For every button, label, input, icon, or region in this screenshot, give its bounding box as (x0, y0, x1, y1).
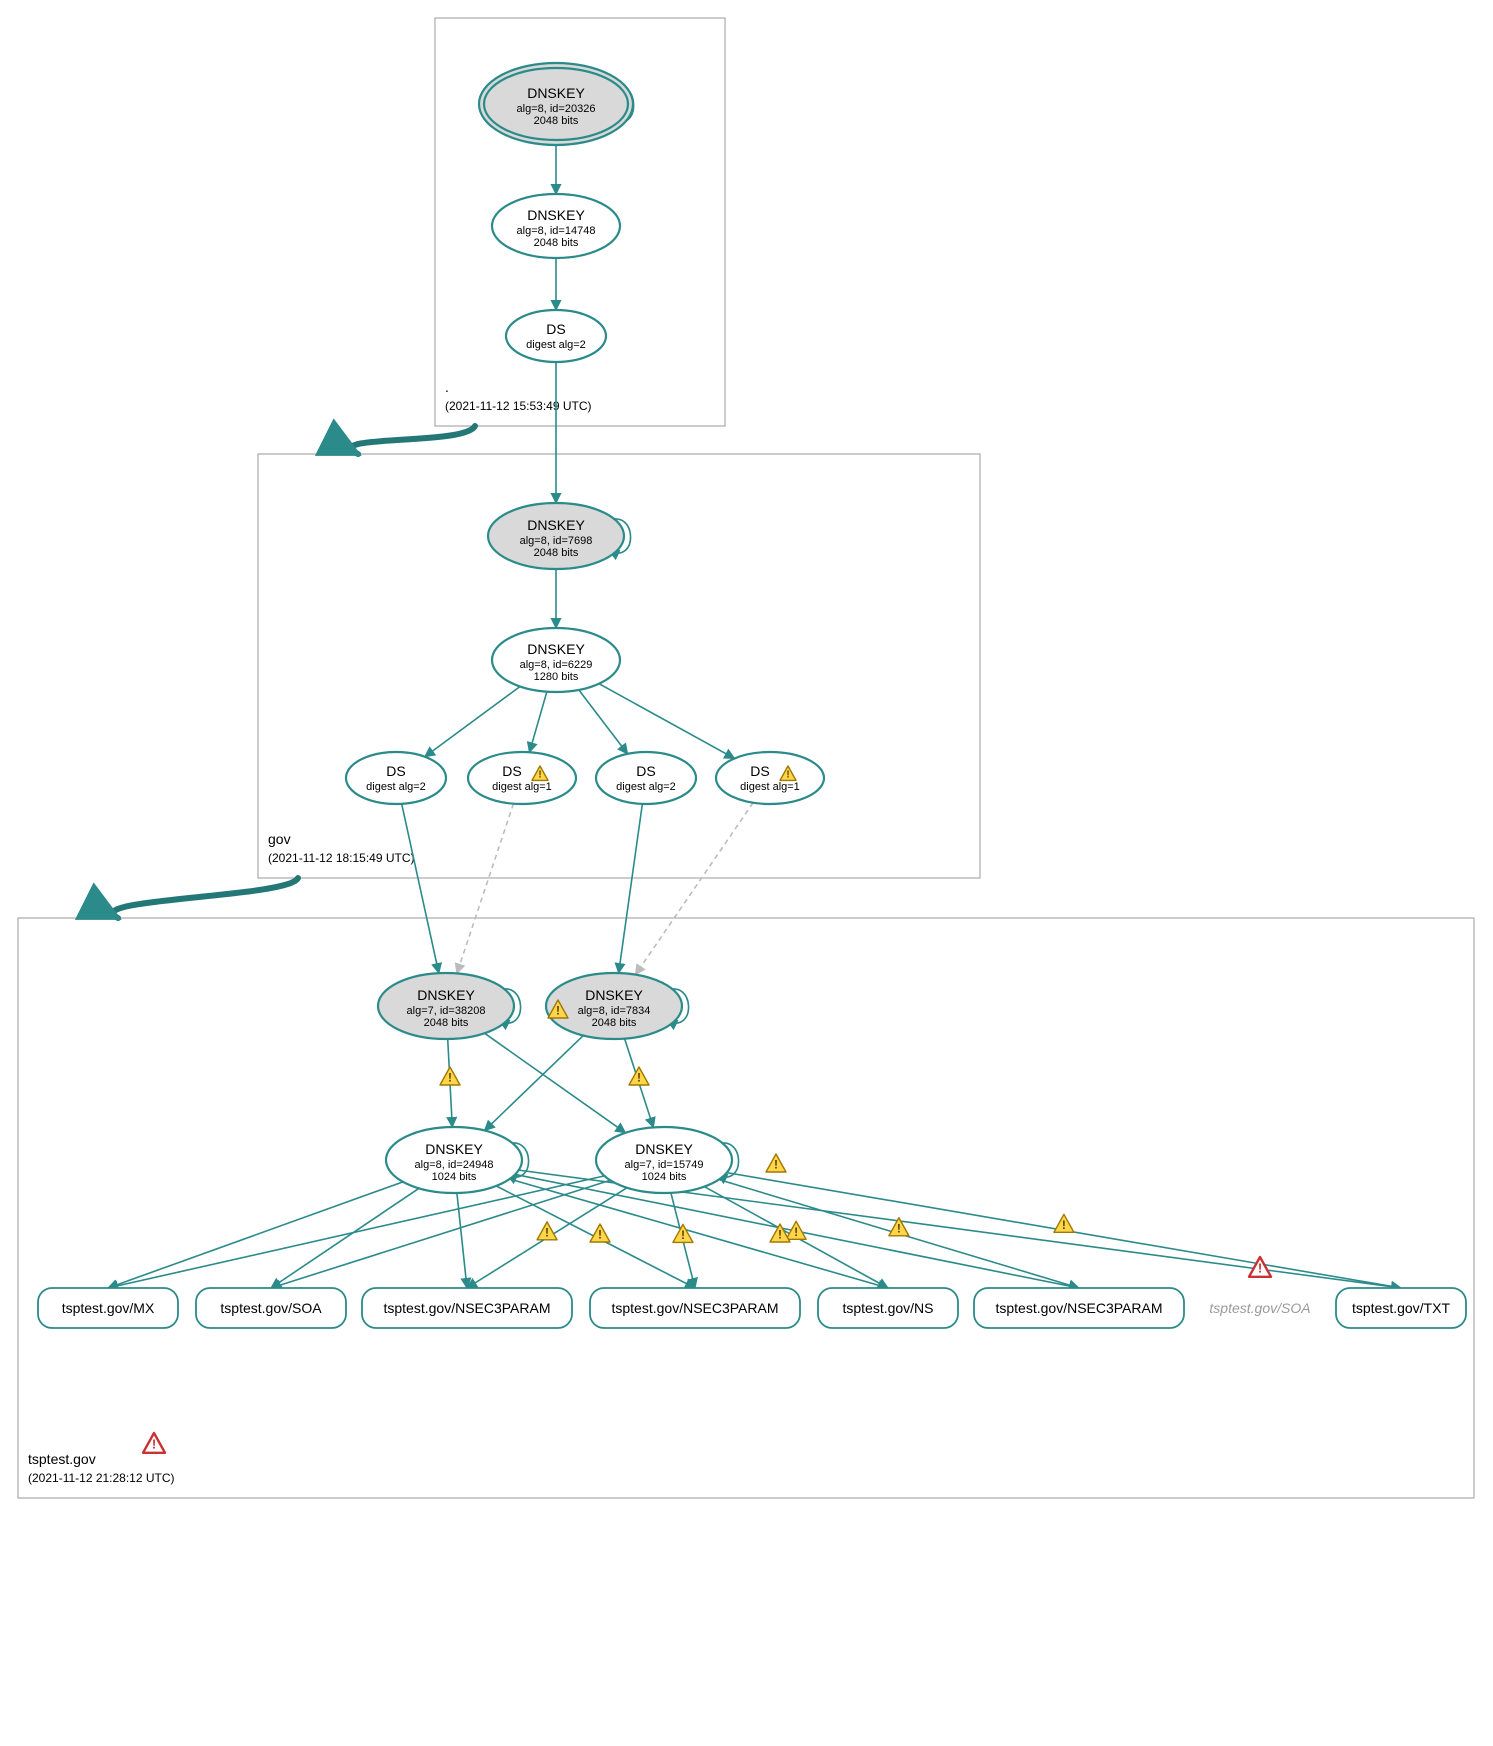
svg-text:2048 bits: 2048 bits (592, 1017, 637, 1029)
rr-rr_n3a: tsptest.gov/NSEC3PARAM (362, 1288, 572, 1328)
svg-text:DNSKEY: DNSKEY (527, 641, 585, 657)
edges (108, 140, 1401, 1288)
svg-text:DNSKEY: DNSKEY (417, 987, 475, 1003)
svg-text:(2021-11-12 18:15:49 UTC): (2021-11-12 18:15:49 UTC) (268, 851, 415, 865)
svg-text:tsptest.gov: tsptest.gov (28, 1451, 96, 1467)
svg-text:!: ! (786, 770, 789, 781)
svg-text:!: ! (1062, 1218, 1066, 1232)
warning-icon: ! (440, 1067, 460, 1085)
svg-text:tsptest.gov/NS: tsptest.gov/NS (842, 1300, 933, 1316)
svg-text:!: ! (538, 770, 541, 781)
svg-text:!: ! (774, 1158, 778, 1172)
svg-text:!: ! (681, 1228, 685, 1242)
svg-text:DS: DS (386, 763, 405, 779)
svg-text:!: ! (152, 1436, 156, 1451)
svg-text:DNSKEY: DNSKEY (527, 517, 585, 533)
node-gov_ds4: DS digest alg=1 (716, 752, 824, 804)
svg-text:alg=8, id=14748: alg=8, id=14748 (517, 225, 596, 237)
svg-text:digest alg=1: digest alg=1 (492, 781, 552, 793)
svg-text:!: ! (556, 1004, 560, 1018)
svg-text:alg=8, id=20326: alg=8, id=20326 (517, 103, 596, 115)
svg-text:tsptest.gov/TXT: tsptest.gov/TXT (1352, 1300, 1450, 1316)
svg-text:tsptest.gov/MX: tsptest.gov/MX (62, 1300, 155, 1316)
node-tsp_zsk2: DNSKEY alg=7, id=157491024 bits (596, 1127, 732, 1193)
svg-text:!: ! (448, 1071, 452, 1085)
error-icon: ! (143, 1433, 165, 1453)
svg-text:DS: DS (750, 763, 769, 779)
node-tsp_ksk1: DNSKEY alg=7, id=382082048 bits (378, 973, 514, 1039)
svg-text:2048 bits: 2048 bits (534, 237, 579, 249)
svg-text:DS: DS (502, 763, 521, 779)
svg-text:tsptest.gov/SOA: tsptest.gov/SOA (1209, 1300, 1310, 1316)
svg-text:!: ! (545, 1225, 549, 1239)
node-tsp_ksk2: DNSKEY alg=8, id=78342048 bits (546, 973, 682, 1039)
svg-text:alg=8, id=7698: alg=8, id=7698 (520, 535, 593, 547)
svg-text:tsptest.gov/SOA: tsptest.gov/SOA (220, 1300, 322, 1316)
status-icons: !!!!!!!!!!!!!!! (143, 766, 1271, 1453)
warning-icon: ! (766, 1154, 786, 1172)
node-root_zsk: DNSKEY alg=8, id=147482048 bits (492, 194, 620, 258)
node-gov_ds2: DS digest alg=1 (468, 752, 576, 804)
rr-rr_soa: tsptest.gov/SOA (196, 1288, 346, 1328)
diagram-canvas: . (2021-11-12 15:53:49 UTC) gov (2021-11-12… (0, 0, 1493, 1746)
svg-text:alg=7, id=38208: alg=7, id=38208 (407, 1005, 486, 1017)
svg-text:DS: DS (636, 763, 655, 779)
svg-text:!: ! (637, 1071, 641, 1085)
svg-text:1024 bits: 1024 bits (642, 1171, 687, 1183)
svg-text:.: . (445, 379, 449, 395)
svg-text:DNSKEY: DNSKEY (527, 207, 585, 223)
rr-rr_ns: tsptest.gov/NS (818, 1288, 958, 1328)
node-gov_ds1: DS digest alg=2 (346, 752, 446, 804)
svg-text:!: ! (778, 1228, 782, 1242)
svg-text:(2021-11-12 15:53:49 UTC): (2021-11-12 15:53:49 UTC) (445, 399, 592, 413)
svg-text:tsptest.gov/NSEC3PARAM: tsptest.gov/NSEC3PARAM (383, 1300, 550, 1316)
svg-text:DNSKEY: DNSKEY (635, 1141, 693, 1157)
node-root_ds: DS digest alg=2 (506, 310, 606, 362)
svg-text:!: ! (897, 1221, 901, 1235)
rr-rr_n3b: tsptest.gov/NSEC3PARAM (590, 1288, 800, 1328)
error-icon: ! (1249, 1257, 1271, 1277)
warning-icon: ! (590, 1224, 610, 1242)
node-gov_ds3: DS digest alg=2 (596, 752, 696, 804)
warning-icon: ! (629, 1067, 649, 1085)
svg-text:alg=7, id=15749: alg=7, id=15749 (625, 1159, 704, 1171)
node-gov_ksk: DNSKEY alg=8, id=76982048 bits (488, 503, 624, 569)
svg-text:1280 bits: 1280 bits (534, 671, 579, 683)
warning-icon: ! (1054, 1214, 1074, 1232)
svg-text:DNSKEY: DNSKEY (425, 1141, 483, 1157)
svg-text:alg=8, id=24948: alg=8, id=24948 (415, 1159, 494, 1171)
svg-text:digest alg=2: digest alg=2 (616, 781, 676, 793)
svg-text:2048 bits: 2048 bits (534, 115, 579, 127)
rr-rr_soa2: tsptest.gov/SOA (1209, 1300, 1310, 1316)
svg-text:digest alg=1: digest alg=1 (740, 781, 800, 793)
svg-text:DNSKEY: DNSKEY (527, 85, 585, 101)
svg-text:(2021-11-12 21:28:12 UTC): (2021-11-12 21:28:12 UTC) (28, 1471, 175, 1485)
rr-rr_txt: tsptest.gov/TXT (1336, 1288, 1466, 1328)
svg-text:DS: DS (546, 321, 565, 337)
svg-text:!: ! (794, 1225, 798, 1239)
svg-text:alg=8, id=7834: alg=8, id=7834 (578, 1005, 651, 1017)
svg-text:gov: gov (268, 831, 291, 847)
node-root_ksk: DNSKEY alg=8, id=203262048 bits (479, 63, 633, 145)
warning-icon: ! (537, 1222, 557, 1240)
svg-text:digest alg=2: digest alg=2 (526, 339, 586, 351)
svg-text:alg=8, id=6229: alg=8, id=6229 (520, 659, 593, 671)
svg-text:digest alg=2: digest alg=2 (366, 781, 426, 793)
rr-rr_mx: tsptest.gov/MX (38, 1288, 178, 1328)
svg-text:tsptest.gov/NSEC3PARAM: tsptest.gov/NSEC3PARAM (611, 1300, 778, 1316)
node-gov_zsk: DNSKEY alg=8, id=62291280 bits (492, 628, 620, 692)
rr-rr_n3c: tsptest.gov/NSEC3PARAM (974, 1288, 1184, 1328)
svg-text:2048 bits: 2048 bits (534, 547, 579, 559)
svg-text:!: ! (1258, 1260, 1262, 1275)
node-tsp_zsk1: DNSKEY alg=8, id=249481024 bits (386, 1127, 522, 1193)
svg-text:1024 bits: 1024 bits (432, 1171, 477, 1183)
svg-text:DNSKEY: DNSKEY (585, 987, 643, 1003)
nodes: DNSKEYalg=8, id=203262048 bitsDNSKEYalg=… (346, 63, 824, 1193)
zone-arrows (113, 426, 475, 918)
svg-text:tsptest.gov/NSEC3PARAM: tsptest.gov/NSEC3PARAM (995, 1300, 1162, 1316)
svg-text:2048 bits: 2048 bits (424, 1017, 469, 1029)
rrsets: tsptest.gov/MX tsptest.gov/SOA tsptest.gov… (38, 1288, 1466, 1328)
svg-text:!: ! (598, 1228, 602, 1242)
